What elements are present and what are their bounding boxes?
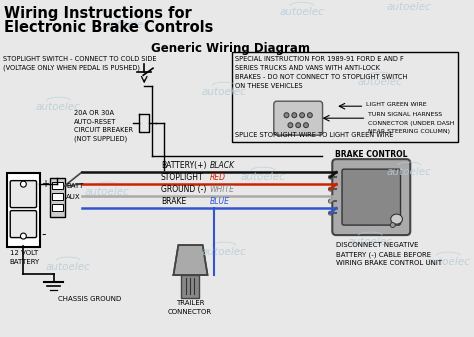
Text: NEAR STEERING COLUMN): NEAR STEERING COLUMN) [368, 129, 450, 134]
Polygon shape [173, 245, 208, 275]
Text: CONNECTOR: CONNECTOR [168, 309, 212, 315]
Text: LIGHT GREEN WIRE: LIGHT GREEN WIRE [366, 102, 427, 107]
Circle shape [308, 113, 312, 118]
FancyBboxPatch shape [274, 101, 322, 135]
Text: autoelec: autoelec [202, 247, 246, 257]
Circle shape [328, 211, 332, 215]
Text: CIRCUIT BREAKER: CIRCUIT BREAKER [74, 127, 133, 133]
Text: autoelec: autoelec [85, 187, 129, 197]
Text: autoelec: autoelec [241, 172, 285, 182]
Circle shape [292, 113, 297, 118]
Text: RED: RED [210, 173, 226, 182]
Text: BATTERY (-) CABLE BEFORE: BATTERY (-) CABLE BEFORE [336, 251, 431, 257]
Text: BLACK: BLACK [210, 161, 235, 170]
Text: BATTERY(+): BATTERY(+) [161, 161, 206, 170]
FancyBboxPatch shape [332, 159, 410, 235]
Text: autoelec: autoelec [426, 257, 471, 267]
Text: autoelec: autoelec [104, 20, 149, 30]
Circle shape [328, 187, 332, 191]
Circle shape [328, 199, 332, 203]
Text: BRAKE CONTROL: BRAKE CONTROL [335, 150, 408, 159]
Text: -: - [41, 227, 46, 241]
Text: autoelec: autoelec [357, 77, 402, 87]
Text: autoelec: autoelec [387, 2, 432, 12]
Text: CONNECTOR (UNDER DASH: CONNECTOR (UNDER DASH [368, 121, 455, 126]
Text: SPECIAL INSTRUCTION FOR 1989-91 FORD E AND F: SPECIAL INSTRUCTION FOR 1989-91 FORD E A… [235, 56, 403, 62]
FancyBboxPatch shape [181, 275, 199, 298]
Circle shape [303, 123, 309, 128]
Circle shape [284, 113, 289, 118]
Text: STOPLIGHT: STOPLIGHT [161, 173, 203, 182]
FancyBboxPatch shape [342, 169, 401, 225]
Text: AUX: AUX [66, 194, 81, 200]
Ellipse shape [391, 214, 402, 224]
Text: TURN SIGNAL HARNESS: TURN SIGNAL HARNESS [368, 112, 442, 117]
Text: GROUND (-): GROUND (-) [161, 185, 206, 194]
Text: autoelec: autoelec [36, 102, 81, 112]
Text: BLUE: BLUE [210, 197, 229, 206]
Text: BRAKES - DO NOT CONNECT TO STOPLIGHT SWITCH: BRAKES - DO NOT CONNECT TO STOPLIGHT SWI… [235, 74, 407, 80]
Text: CHASSIS GROUND: CHASSIS GROUND [58, 296, 122, 302]
Circle shape [288, 123, 293, 128]
Text: STOPLIGHT SWITCH - CONNECT TO COLD SIDE: STOPLIGHT SWITCH - CONNECT TO COLD SIDE [3, 56, 156, 62]
FancyBboxPatch shape [52, 204, 63, 211]
Text: 12 VOLT: 12 VOLT [10, 250, 38, 256]
Circle shape [296, 123, 301, 128]
Text: SPLICE STOPLIGHT WIRE TO LIGHT GREEN WIRE: SPLICE STOPLIGHT WIRE TO LIGHT GREEN WIR… [235, 132, 393, 138]
Circle shape [20, 233, 27, 239]
Text: AUTO-RESET: AUTO-RESET [74, 119, 117, 125]
Text: ON THESE VEHICLES: ON THESE VEHICLES [235, 83, 302, 89]
Text: TRAILER: TRAILER [176, 300, 204, 306]
Text: autoelec: autoelec [280, 7, 325, 17]
Text: Generic Wiring Diagram: Generic Wiring Diagram [152, 42, 310, 55]
Text: +: + [41, 179, 49, 189]
FancyBboxPatch shape [10, 181, 36, 208]
Circle shape [20, 181, 27, 187]
Text: WHITE: WHITE [210, 185, 235, 194]
Text: Wiring Instructions for: Wiring Instructions for [4, 6, 191, 21]
FancyBboxPatch shape [7, 173, 40, 247]
Text: autoelec: autoelec [387, 167, 432, 177]
Text: BATT: BATT [66, 183, 83, 189]
FancyBboxPatch shape [232, 52, 458, 142]
Text: BRAKE: BRAKE [161, 197, 186, 206]
Text: SERIES TRUCKS AND VANS WITH ANTI-LOCK: SERIES TRUCKS AND VANS WITH ANTI-LOCK [235, 65, 380, 71]
Text: DISCONNECT NEGATIVE: DISCONNECT NEGATIVE [336, 242, 419, 248]
Text: autoelec: autoelec [202, 87, 246, 97]
FancyBboxPatch shape [10, 211, 36, 238]
Text: autoelec: autoelec [46, 262, 91, 272]
Circle shape [328, 175, 332, 179]
Text: WIRING BRAKE CONTROL UNIT: WIRING BRAKE CONTROL UNIT [336, 260, 442, 266]
Text: 20A OR 30A: 20A OR 30A [74, 110, 114, 116]
Text: BATTERY: BATTERY [10, 259, 40, 265]
Text: (VOLTAGE ONLY WHEN PEDAL IS PUSHED): (VOLTAGE ONLY WHEN PEDAL IS PUSHED) [3, 64, 140, 71]
Text: Electronic Brake Controls: Electronic Brake Controls [4, 20, 213, 35]
Text: autoelec: autoelec [348, 237, 393, 247]
Circle shape [390, 223, 395, 227]
FancyBboxPatch shape [52, 182, 63, 189]
Circle shape [300, 113, 304, 118]
FancyBboxPatch shape [50, 178, 65, 217]
FancyBboxPatch shape [52, 193, 63, 201]
Text: (NOT SUPPLIED): (NOT SUPPLIED) [74, 136, 128, 142]
